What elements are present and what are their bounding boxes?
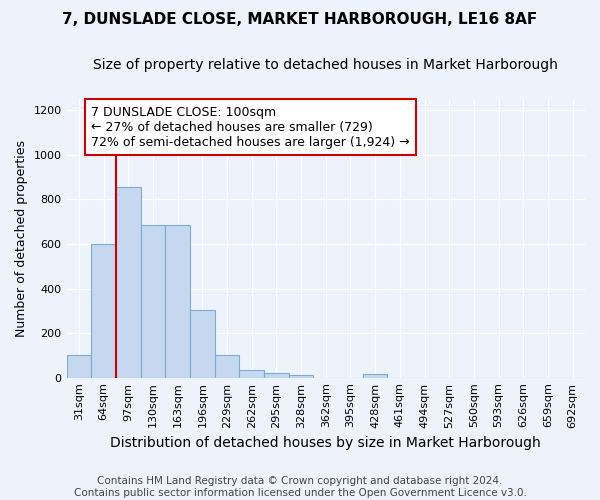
- Text: 7 DUNSLADE CLOSE: 100sqm
← 27% of detached houses are smaller (729)
72% of semi-: 7 DUNSLADE CLOSE: 100sqm ← 27% of detach…: [91, 106, 410, 148]
- Bar: [190, 310, 215, 378]
- Bar: [67, 356, 91, 378]
- Bar: [116, 187, 140, 378]
- Bar: [215, 356, 239, 378]
- Y-axis label: Number of detached properties: Number of detached properties: [15, 140, 28, 337]
- Title: Size of property relative to detached houses in Market Harborough: Size of property relative to detached ho…: [94, 58, 558, 71]
- Bar: [239, 370, 264, 378]
- Bar: [363, 374, 388, 378]
- Bar: [264, 373, 289, 378]
- Bar: [289, 376, 313, 378]
- Bar: [165, 225, 190, 378]
- X-axis label: Distribution of detached houses by size in Market Harborough: Distribution of detached houses by size …: [110, 436, 541, 450]
- Bar: [91, 244, 116, 378]
- Bar: [140, 225, 165, 378]
- Text: 7, DUNSLADE CLOSE, MARKET HARBOROUGH, LE16 8AF: 7, DUNSLADE CLOSE, MARKET HARBOROUGH, LE…: [62, 12, 538, 28]
- Text: Contains HM Land Registry data © Crown copyright and database right 2024.
Contai: Contains HM Land Registry data © Crown c…: [74, 476, 526, 498]
